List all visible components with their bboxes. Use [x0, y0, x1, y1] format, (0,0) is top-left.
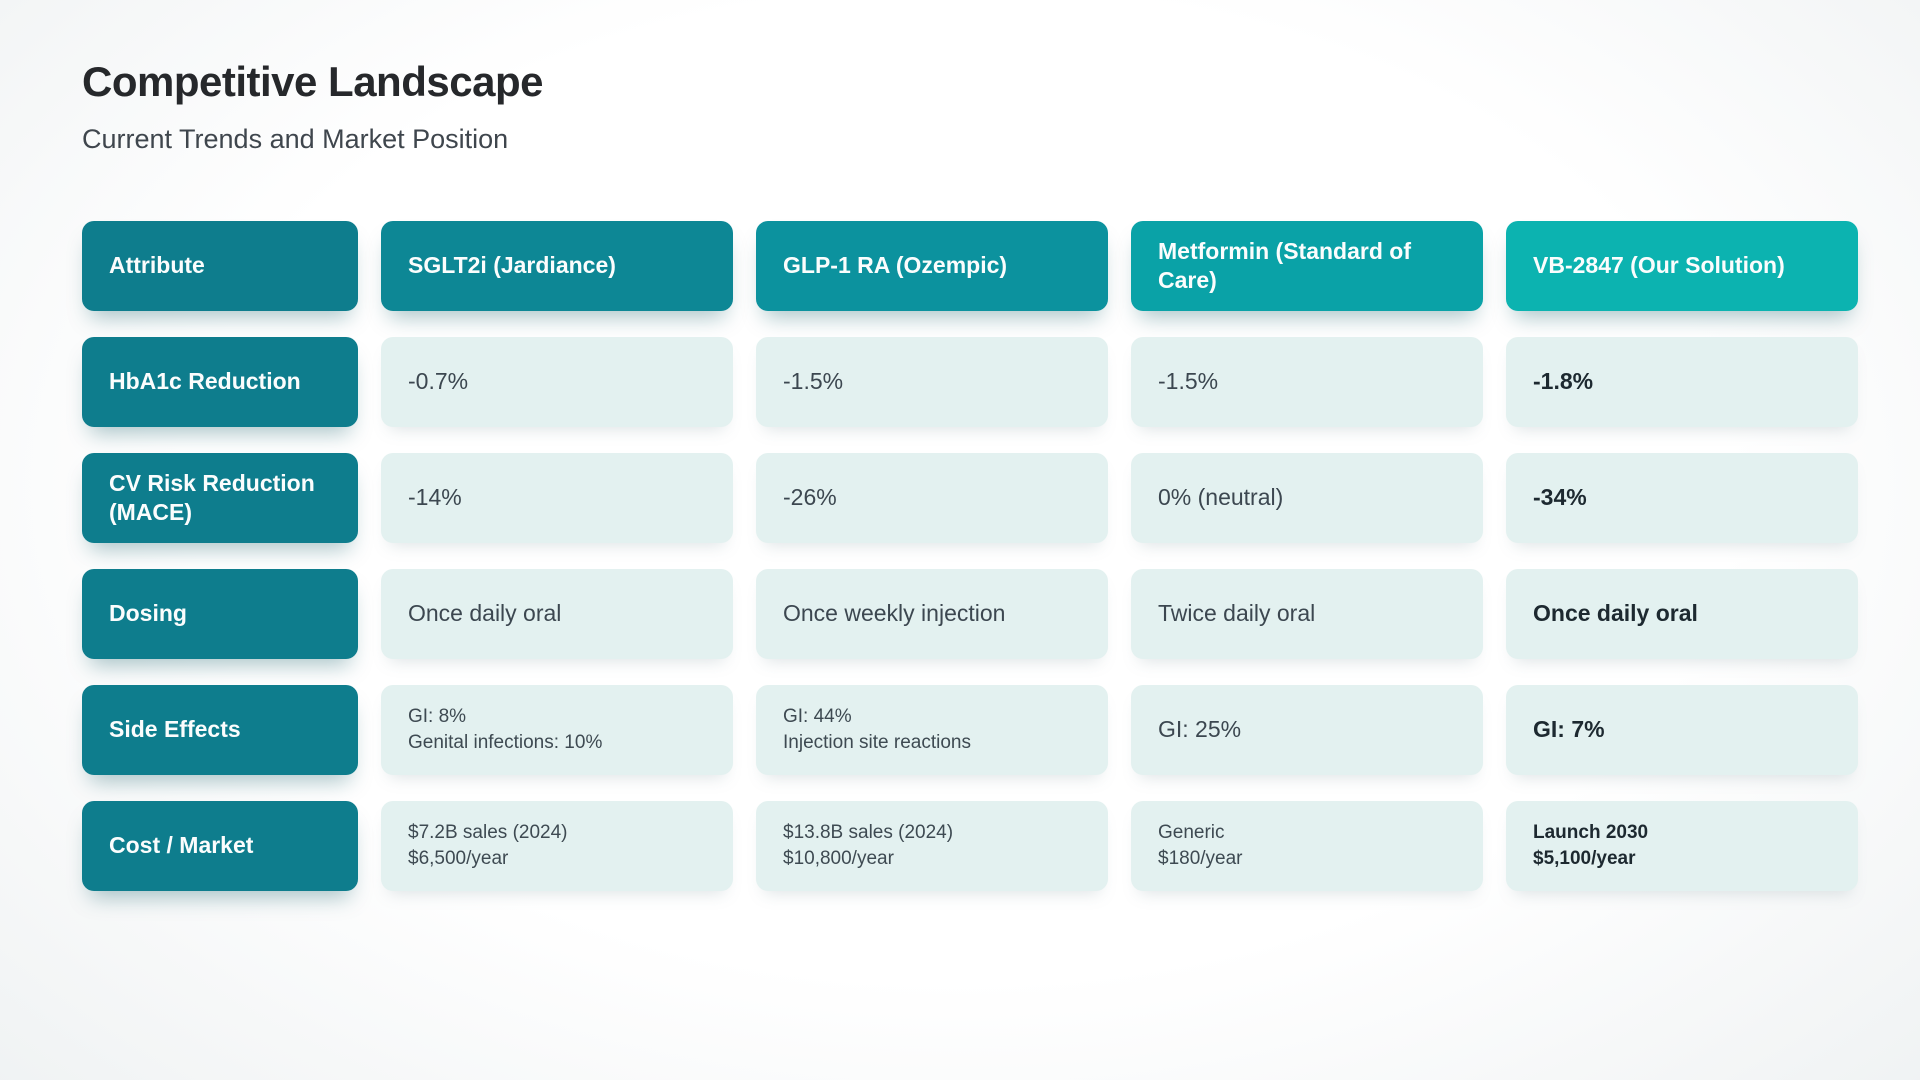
- page-title: Competitive Landscape: [82, 58, 543, 105]
- header-cell: VB-2847 (Our Solution): [1506, 221, 1858, 311]
- page-subtitle: Current Trends and Market Position: [82, 124, 509, 154]
- cell-text-line: SGLT2i (Jardiance): [408, 252, 616, 279]
- cell-text-line: -26%: [783, 484, 837, 511]
- cell-text-line: $6,500/year: [408, 848, 509, 869]
- row-label-cell: HbA1c Reduction: [82, 337, 358, 427]
- cell-text-line: -0.7%: [408, 368, 469, 395]
- value-cell: Twice daily oral: [1131, 569, 1483, 659]
- row-label-cell: Dosing: [82, 569, 358, 659]
- header-cell: GLP-1 RA (Ozempic): [756, 221, 1108, 311]
- value-cell: $13.8B sales (2024) $10,800/year: [756, 801, 1108, 891]
- value-cell: -1.8%: [1506, 337, 1858, 427]
- cell-text-line: -14%: [408, 484, 462, 511]
- cell-text-line: HbA1c Reduction: [109, 368, 301, 395]
- cell-text-line: $10,800/year: [783, 848, 894, 869]
- cell-text-line: $7.2B sales (2024): [408, 821, 568, 843]
- value-cell: $7.2B sales (2024) $6,500/year: [381, 801, 733, 891]
- cell-text-line: Attribute: [109, 252, 205, 279]
- cell-text-line: -1.5%: [1158, 368, 1219, 395]
- cell-text-line: Launch 2030: [1533, 821, 1649, 843]
- cell-text-line: 0% (neutral): [1158, 484, 1284, 511]
- cell-text-line: VB-2847 (Our Solution): [1533, 252, 1785, 279]
- cell-text-line: Cost / Market: [109, 832, 254, 859]
- value-cell: -1.5%: [1131, 337, 1483, 427]
- value-cell: Generic $180/year: [1131, 801, 1483, 891]
- cell-text-line: Generic: [1158, 821, 1225, 843]
- row-label-cell: Cost / Market: [82, 801, 358, 891]
- cell-text-line: Genital infections: 10%: [408, 732, 603, 753]
- cell-text-line: Side Effects: [109, 716, 241, 743]
- value-cell: -34%: [1506, 453, 1858, 543]
- cell-text-line: -1.5%: [783, 368, 844, 395]
- value-cell: 0% (neutral): [1131, 453, 1483, 543]
- value-cell: Once daily oral: [1506, 569, 1858, 659]
- row-label-cell: CV Risk Reduction (MACE): [82, 453, 358, 543]
- cell-text-line: GI: 44%: [783, 705, 852, 727]
- value-cell: -0.7%: [381, 337, 733, 427]
- cell-text-line: CV Risk Reduction (MACE): [109, 469, 315, 525]
- cell-text-line: $5,100/year: [1533, 848, 1636, 869]
- value-cell: GI: 25%: [1131, 685, 1483, 775]
- cell-text-line: $180/year: [1158, 848, 1243, 869]
- value-cell: -26%: [756, 453, 1108, 543]
- value-cell: GI: 44% Injection site reactions: [756, 685, 1108, 775]
- cell-text-line: Dosing: [109, 600, 187, 627]
- cell-text-line: Twice daily oral: [1158, 600, 1316, 627]
- header-cell: Attribute: [82, 221, 358, 311]
- cell-text-line: Injection site reactions: [783, 732, 971, 753]
- cell-text-line: -1.8%: [1533, 368, 1594, 395]
- row-label-cell: Side Effects: [82, 685, 358, 775]
- cell-text-line: GI: 25%: [1158, 716, 1242, 743]
- slide: Competitive Landscape Current Trends and…: [82, 58, 1858, 891]
- value-cell: Once daily oral: [381, 569, 733, 659]
- cell-text-line: -34%: [1533, 484, 1587, 511]
- value-cell: -1.5%: [756, 337, 1108, 427]
- cell-text-line: GLP-1 RA (Ozempic): [783, 252, 1008, 279]
- cell-text-line: Metformin (Standard of Care): [1158, 237, 1411, 293]
- comparison-table: Attribute SGLT2i (Jardiance) GLP-1 RA (Oze…: [82, 221, 1858, 891]
- cell-text-line: Once weekly injection: [783, 600, 1006, 627]
- cell-text-line: GI: 8%: [408, 705, 467, 727]
- value-cell: GI: 7%: [1506, 685, 1858, 775]
- cell-text-line: Once daily oral: [408, 600, 562, 627]
- value-cell: GI: 8% Genital infections: 10%: [381, 685, 733, 775]
- value-cell: Launch 2030 $5,100/year: [1506, 801, 1858, 891]
- cell-text-line: GI: 7%: [1533, 716, 1605, 743]
- cell-text-line: Once daily oral: [1533, 600, 1698, 627]
- header-cell: Metformin (Standard of Care): [1131, 221, 1483, 311]
- value-cell: Once weekly injection: [756, 569, 1108, 659]
- value-cell: -14%: [381, 453, 733, 543]
- header-cell: SGLT2i (Jardiance): [381, 221, 733, 311]
- cell-text-line: $13.8B sales (2024): [783, 821, 954, 843]
